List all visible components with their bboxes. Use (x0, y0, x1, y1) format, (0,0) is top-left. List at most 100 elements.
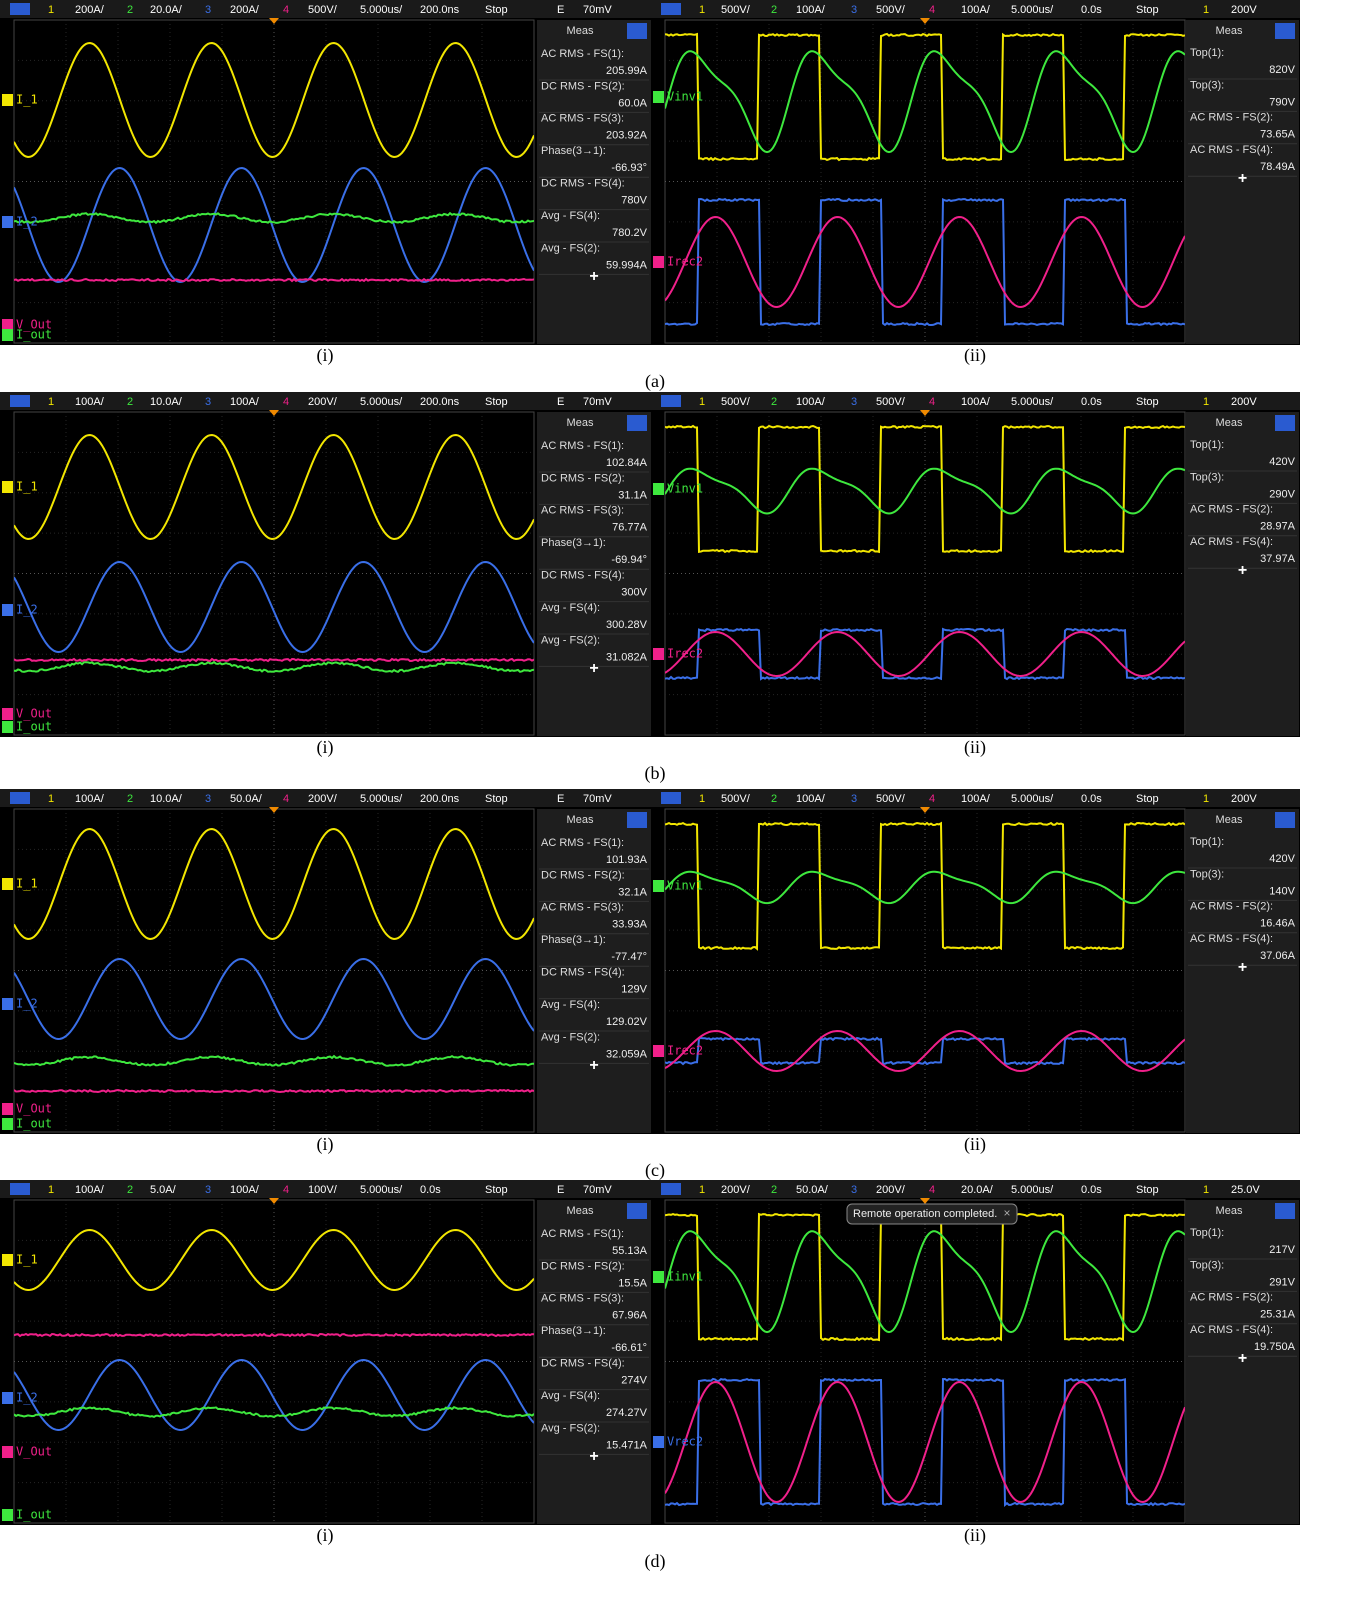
channel-number: 3 (851, 1184, 857, 1196)
meas-name: AC RMS - FS(2): (1190, 1292, 1273, 1304)
channel-scale: 100A/ (230, 1184, 260, 1196)
run-state: Stop (1136, 793, 1159, 805)
channel-scale: 100A/ (75, 793, 105, 805)
trace-label: Vinv1 (667, 879, 703, 893)
meas-name: Avg - FS(2): (541, 1422, 600, 1434)
meas-name: DC RMS - FS(2): (541, 472, 625, 484)
menu-icon (661, 1183, 681, 1195)
trace-label: Vinv1 (667, 482, 703, 496)
meas-title: Meas (567, 1205, 594, 1217)
trigger-level: 200V (1231, 396, 1257, 408)
channel-scale: 200A/ (75, 4, 105, 16)
menu-icon (661, 3, 681, 15)
add-meas-icon[interactable]: + (1238, 1350, 1247, 1367)
channel-marker (2, 1118, 13, 1130)
trace-label: I_1 (16, 93, 38, 107)
add-meas-icon[interactable]: + (589, 1057, 598, 1074)
meas-name: Top(1): (1190, 1227, 1224, 1239)
channel-marker (653, 256, 664, 268)
sub-label: (ii) (964, 1525, 986, 1546)
channel-scale: 50.0A/ (230, 793, 263, 805)
meas-value: 129V (621, 984, 647, 996)
channel-marker (2, 1509, 13, 1521)
add-meas-icon[interactable]: + (589, 1448, 598, 1465)
meas-value: 33.93A (612, 919, 648, 931)
run-state: Stop (485, 793, 508, 805)
trace-label: I_out (16, 1508, 52, 1522)
trace-label: Vrec2 (667, 1435, 703, 1449)
timebase: 5.000us/ (1011, 1184, 1054, 1196)
channel-number: 3 (205, 1184, 211, 1196)
meas-value: 780V (621, 195, 647, 207)
meas-value: 32.1A (618, 886, 647, 898)
trigger-level: 70mV (583, 1184, 612, 1196)
meas-value: 31.1A (618, 489, 647, 501)
run-state: Stop (1136, 396, 1159, 408)
channel-scale: 500V/ (876, 4, 906, 16)
channel-scale: 200V/ (721, 1184, 751, 1196)
channel-scale: 500V/ (308, 4, 338, 16)
add-meas-icon[interactable]: + (1238, 170, 1247, 187)
meas-name: Top(3): (1190, 1259, 1224, 1271)
channel-scale: 500V/ (721, 793, 751, 805)
add-meas-icon[interactable]: + (589, 660, 598, 677)
notification-close[interactable]: × (1003, 1206, 1010, 1220)
trace-label: Vinv1 (667, 90, 703, 104)
add-meas-icon[interactable]: + (1238, 959, 1247, 976)
add-meas-icon[interactable]: + (589, 268, 598, 285)
channel-number: 3 (851, 396, 857, 408)
meas-value: 217V (1269, 1244, 1295, 1256)
trace-label: I_2 (16, 1391, 38, 1405)
channel-scale: 100A/ (961, 396, 991, 408)
meas-icon (627, 812, 647, 828)
waveform (14, 1090, 534, 1092)
trigger-source: E (557, 4, 564, 16)
menu-icon (661, 395, 681, 407)
channel-scale: 10.0A/ (150, 396, 183, 408)
meas-name: DC RMS - FS(4): (541, 967, 625, 979)
channel-marker (2, 1392, 13, 1404)
sub-label: (ii) (964, 1134, 986, 1155)
channel-scale: 500V/ (721, 4, 751, 16)
meas-name: Phase(3→1): (541, 1325, 606, 1337)
meas-value: 55.13A (612, 1245, 648, 1257)
trace-label: I_out (16, 1117, 52, 1131)
meas-name: AC RMS - FS(1): (541, 1228, 624, 1240)
timebase: 5.000us/ (360, 396, 403, 408)
channel-scale: 5.0A/ (150, 1184, 177, 1196)
menu-icon (10, 395, 30, 407)
channel-number: 2 (127, 396, 133, 408)
channel-number: 4 (283, 396, 289, 408)
oscilloscope: 1100A/210.0A/3100A/4200V/5.000us/200.0ns… (0, 392, 652, 737)
add-meas-icon[interactable]: + (1238, 562, 1247, 579)
menu-icon (661, 792, 681, 804)
channel-scale: 100A/ (961, 793, 991, 805)
channel-scale: 10.0A/ (150, 793, 183, 805)
timebase: 5.000us/ (360, 1184, 403, 1196)
oscilloscope: 1200V/250.0A/3200V/420.0A/5.000us/0.0sSt… (651, 1180, 1300, 1525)
trace-label: I_1 (16, 1253, 38, 1267)
trigger-level: 70mV (583, 793, 612, 805)
trace-label: I_out (16, 328, 52, 342)
trigger-source: E (557, 1184, 564, 1196)
meas-name: Top(1): (1190, 439, 1224, 451)
channel-scale: 50.0A/ (796, 1184, 829, 1196)
channel-number: 3 (851, 4, 857, 16)
meas-icon (627, 23, 647, 39)
meas-value: -66.61° (611, 1342, 647, 1354)
meas-title: Meas (1216, 417, 1243, 429)
trace-label: I_1 (16, 877, 38, 891)
oscilloscope: 1500V/2100A/3500V/4100A/5.000us/0.0sStop… (651, 789, 1300, 1134)
meas-value: 19.750A (1254, 1341, 1296, 1353)
sub-label: (ii) (964, 737, 986, 758)
channel-scale: 500V/ (721, 396, 751, 408)
meas-icon (1275, 415, 1295, 431)
meas-value: 102.84A (606, 457, 648, 469)
meas-name: AC RMS - FS(2): (1190, 504, 1273, 516)
trace-label: I_2 (16, 997, 38, 1011)
channel-number: 3 (205, 4, 211, 16)
meas-name: AC RMS - FS(2): (1190, 112, 1273, 124)
meas-name: DC RMS - FS(2): (541, 869, 625, 881)
meas-name: Avg - FS(4): (541, 602, 600, 614)
meas-name: Top(3): (1190, 79, 1224, 91)
